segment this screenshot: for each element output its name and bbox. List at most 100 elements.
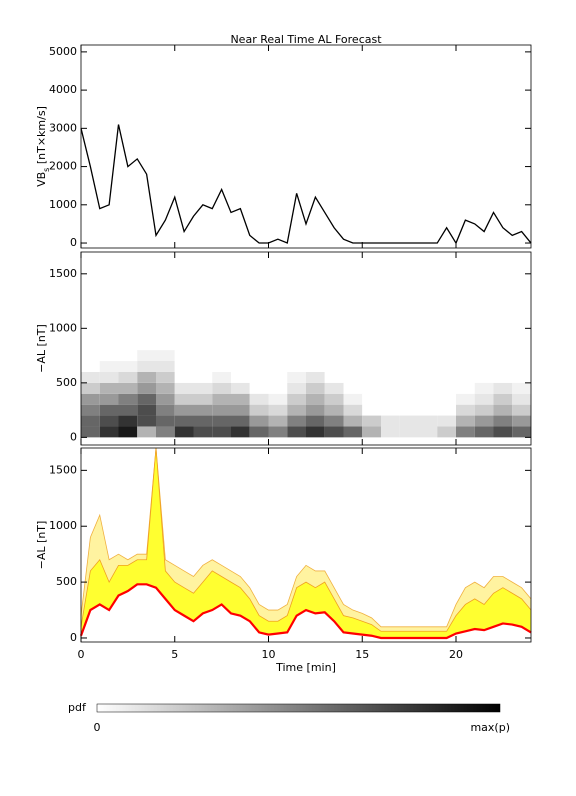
- y-tick-label: 1000: [49, 321, 77, 334]
- heat-cell: [512, 404, 531, 416]
- heat-cell: [99, 350, 119, 362]
- heat-cell: [137, 361, 156, 372]
- heat-cell: [343, 371, 363, 383]
- heat-cell: [268, 382, 288, 394]
- heat-cell: [324, 382, 344, 394]
- heat-cell: [137, 415, 156, 427]
- heat-cell: [99, 404, 119, 416]
- heat-cell: [287, 382, 306, 394]
- heat-cell: [512, 350, 531, 362]
- heat-cell: [212, 426, 231, 438]
- band-area: [81, 448, 531, 638]
- heat-cell: [99, 382, 119, 394]
- heat-cell: [137, 371, 156, 383]
- heat-cell: [249, 415, 269, 427]
- heat-cell: [137, 426, 156, 438]
- heat-cell: [437, 393, 456, 405]
- heat-cell: [287, 393, 306, 405]
- heat-cell: [118, 371, 138, 383]
- y-axis-label-part: VB: [35, 172, 48, 187]
- heat-cell: [493, 415, 513, 427]
- heat-cell: [81, 361, 100, 372]
- heat-cell: [474, 415, 494, 427]
- heat-cell: [212, 404, 231, 416]
- heat-cell: [268, 361, 288, 372]
- heat-cell: [456, 415, 475, 427]
- y-axis-label: −AL [nT]: [35, 521, 48, 570]
- heat-cell: [418, 350, 438, 362]
- heat-cell: [381, 415, 400, 427]
- heat-cell: [193, 350, 213, 362]
- plot-frame: [80, 447, 532, 643]
- heat-cell: [437, 415, 456, 427]
- heat-cell: [306, 393, 325, 405]
- heat-cell: [137, 350, 156, 362]
- heat-cell: [418, 361, 438, 372]
- heat-cell: [156, 404, 175, 416]
- heat-cell: [193, 404, 213, 416]
- chart-title: Near Real Time AL Forecast: [230, 33, 382, 46]
- y-axis-label-part: s: [42, 168, 51, 172]
- heat-cell: [418, 371, 438, 383]
- heat-cell: [362, 393, 381, 405]
- heat-cell: [156, 350, 175, 362]
- y-tick-label: 1500: [49, 463, 77, 476]
- heat-cell: [231, 415, 250, 427]
- heat-cell: [324, 393, 344, 405]
- heat-cell: [174, 426, 194, 438]
- y-tick-label: 3000: [49, 121, 77, 134]
- heat-cell: [118, 426, 138, 438]
- heat-cell: [118, 350, 138, 362]
- heat-cell: [249, 371, 269, 383]
- median-line: [79, 583, 532, 640]
- x-tick-label: 15: [355, 648, 369, 661]
- heat-cell: [212, 415, 231, 427]
- heat-cell: [156, 426, 175, 438]
- heat-cell: [474, 371, 494, 383]
- plot-frame: [80, 251, 532, 446]
- heat-cell: [193, 371, 213, 383]
- heat-cell: [268, 404, 288, 416]
- panel: [80, 124, 532, 245]
- y-tick-label: 0: [70, 236, 77, 249]
- panel: [79, 447, 532, 640]
- y-tick-label: 5000: [49, 45, 77, 58]
- heat-cell: [399, 371, 419, 383]
- y-tick-label: 0: [70, 430, 77, 443]
- heat-cell: [174, 415, 194, 427]
- colorbar-label: pdf: [68, 701, 87, 714]
- heat-cell: [343, 393, 363, 405]
- x-tick-label: 20: [449, 648, 463, 661]
- x-tick-label: 10: [262, 648, 276, 661]
- heat-cell: [437, 404, 456, 416]
- x-axis-label: Time [min]: [275, 661, 336, 674]
- heat-cell: [362, 371, 381, 383]
- heat-cell: [81, 350, 100, 362]
- heat-cell: [212, 371, 231, 383]
- heat-cell: [493, 393, 513, 405]
- heat-cell: [493, 426, 513, 438]
- plot-frame: [80, 44, 532, 249]
- heat-cell: [474, 350, 494, 362]
- heat-cell: [306, 382, 325, 394]
- heat-cell: [231, 404, 250, 416]
- heat-cell: [343, 361, 363, 372]
- heat-cell: [99, 393, 119, 405]
- heat-cell: [249, 350, 269, 362]
- heat-cell: [137, 404, 156, 416]
- heat-cell: [343, 404, 363, 416]
- heat-cell: [99, 426, 119, 438]
- heat-cell: [437, 350, 456, 362]
- y-tick-label: 0: [70, 631, 77, 644]
- heat-cell: [418, 415, 438, 427]
- heat-cell: [362, 350, 381, 362]
- heat-cell: [324, 415, 344, 427]
- heat-cell: [381, 404, 400, 416]
- y-tick-label: 1500: [49, 267, 77, 280]
- y-tick-label: 500: [56, 376, 77, 389]
- heat-cell: [456, 361, 475, 372]
- heat-cell: [512, 371, 531, 383]
- colorbar-max: max(p): [470, 721, 510, 734]
- heat-cell: [512, 361, 531, 372]
- heat-cell: [474, 382, 494, 394]
